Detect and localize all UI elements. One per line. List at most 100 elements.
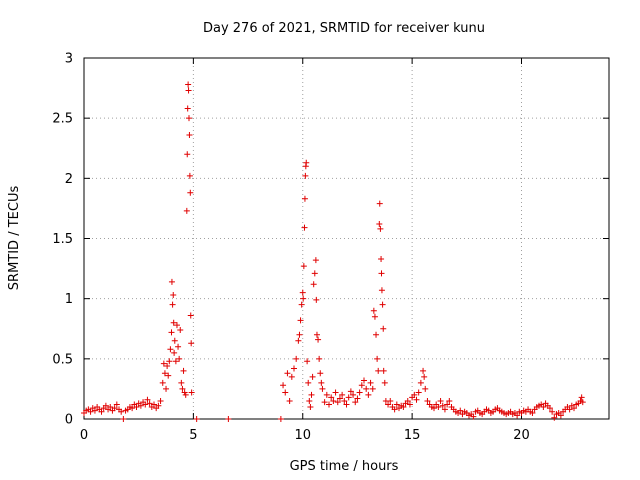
data-point	[87, 408, 94, 415]
data-point	[185, 81, 192, 88]
data-point	[286, 397, 293, 404]
data-point	[171, 337, 178, 344]
data-point	[439, 402, 446, 409]
data-point	[578, 394, 585, 401]
data-point	[319, 385, 326, 392]
x-tick-label: 15	[404, 428, 421, 443]
data-point	[129, 405, 136, 412]
data-point	[155, 402, 162, 409]
data-point	[133, 403, 140, 410]
data-point	[185, 87, 192, 94]
data-point	[118, 408, 125, 415]
data-point	[298, 301, 305, 308]
data-point	[421, 373, 428, 380]
data-point	[187, 312, 194, 319]
data-point	[284, 370, 291, 377]
data-point	[406, 401, 413, 408]
data-point	[142, 401, 149, 408]
data-point	[308, 391, 315, 398]
data-point	[380, 367, 387, 374]
data-point	[371, 313, 378, 320]
data-point	[282, 389, 289, 396]
x-tick-label: 10	[294, 428, 311, 443]
data-point	[296, 331, 303, 338]
data-point	[374, 355, 381, 362]
data-point	[365, 391, 372, 398]
data-point	[378, 270, 385, 277]
y-tick-label: 2.5	[52, 112, 73, 127]
data-point	[170, 319, 177, 326]
y-tick-label: 2	[65, 172, 73, 187]
data-point	[172, 358, 179, 365]
axis-ticks	[83, 57, 609, 420]
data-point	[167, 346, 174, 353]
data-point	[437, 397, 444, 404]
data-point	[312, 257, 319, 264]
data-point	[470, 413, 477, 420]
y-tick-label: 0	[65, 413, 73, 428]
data-point	[571, 405, 577, 412]
data-point	[343, 401, 350, 408]
data-point	[178, 379, 185, 386]
data-point	[326, 401, 332, 408]
data-point	[166, 358, 173, 365]
data-point	[557, 412, 564, 419]
data-point	[339, 391, 346, 398]
data-point	[380, 325, 387, 332]
data-point	[310, 281, 317, 288]
data-point	[297, 317, 304, 324]
data-point	[168, 329, 175, 336]
x-tick-label: 20	[513, 428, 530, 443]
data-point	[301, 224, 308, 231]
y-tick-label: 1.5	[52, 232, 73, 247]
data-point	[168, 278, 175, 285]
data-point	[173, 322, 180, 329]
data-point	[306, 397, 313, 404]
data-point	[566, 406, 573, 413]
y-tick-label: 1	[65, 292, 73, 307]
data-point	[457, 407, 464, 414]
data-point	[169, 301, 176, 308]
data-point	[111, 405, 118, 412]
data-point	[300, 295, 307, 302]
data-point	[361, 377, 367, 384]
data-point	[188, 340, 195, 347]
data-point	[375, 367, 382, 374]
data-point	[186, 132, 193, 139]
data-point	[165, 372, 172, 379]
data-point	[378, 255, 385, 262]
data-point	[144, 396, 151, 403]
data-point	[316, 355, 323, 362]
data-point	[385, 401, 392, 408]
data-point	[546, 405, 553, 412]
y-tick-label: 0.5	[52, 352, 73, 367]
data-point	[280, 382, 287, 389]
data-point	[300, 263, 307, 270]
data-point	[176, 355, 183, 362]
data-point	[378, 287, 385, 294]
data-point	[277, 416, 284, 422]
data-point	[431, 405, 437, 412]
data-point	[417, 379, 424, 386]
grid-lines	[84, 58, 609, 419]
data-point	[288, 373, 295, 380]
data-point	[393, 401, 400, 408]
data-point	[347, 388, 354, 395]
data-point	[193, 416, 200, 422]
data-point	[354, 395, 361, 402]
data-point	[179, 385, 186, 392]
data-point	[341, 397, 348, 404]
data-point	[187, 189, 194, 196]
data-point	[332, 389, 339, 396]
data-point	[400, 403, 407, 410]
data-point	[370, 307, 377, 314]
data-point	[420, 367, 427, 374]
data-point	[446, 397, 453, 404]
data-point	[293, 355, 300, 362]
data-point	[98, 408, 105, 415]
data-point	[311, 270, 318, 277]
data-point	[180, 367, 187, 374]
data-point	[540, 403, 547, 410]
data-point	[321, 399, 328, 406]
data-point	[184, 151, 191, 158]
